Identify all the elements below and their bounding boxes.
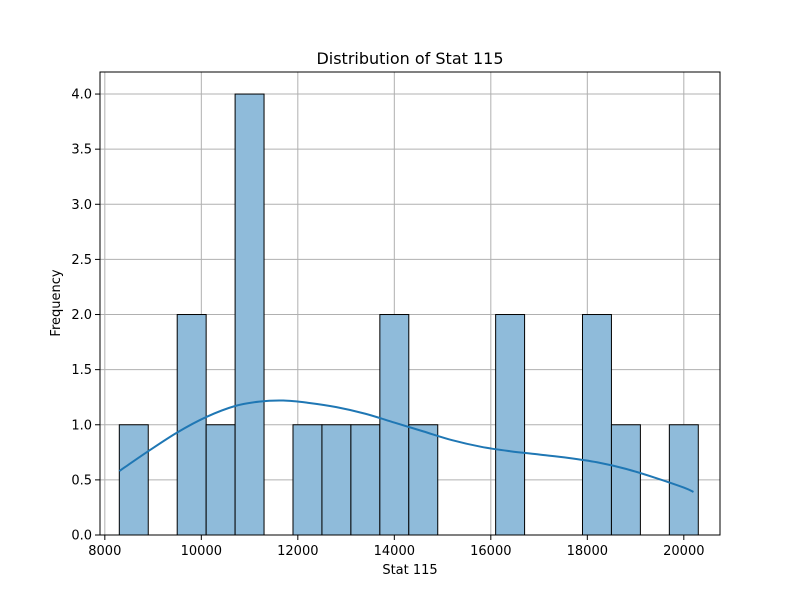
ticks-layer: 8000 10000 12000 14000 16000 18000 20000 0.0 0.5… bbox=[71, 88, 704, 559]
x-tick-label: 10000 bbox=[181, 544, 222, 559]
x-tick-label: 16000 bbox=[470, 544, 511, 559]
histogram-bar bbox=[321, 424, 352, 536]
x-tick-label: 8000 bbox=[88, 544, 121, 559]
histogram-bar bbox=[581, 314, 612, 536]
y-tick-label: 2.5 bbox=[71, 253, 92, 268]
histogram-bar bbox=[610, 424, 641, 536]
y-tick-label: 2.0 bbox=[71, 308, 92, 323]
kde-line bbox=[118, 399, 694, 493]
plot-frame bbox=[99, 71, 721, 536]
y-tick-label: 0.5 bbox=[71, 473, 92, 488]
y-tick-label: 0.0 bbox=[71, 529, 92, 544]
x-tick-label: 12000 bbox=[277, 544, 318, 559]
histogram-bar bbox=[350, 424, 381, 536]
y-tick-label: 3.5 bbox=[71, 143, 92, 158]
x-tick-label: 18000 bbox=[567, 544, 608, 559]
histogram-bar bbox=[408, 424, 439, 536]
histogram-bar bbox=[118, 424, 149, 536]
x-tick-label: 20000 bbox=[663, 544, 704, 559]
histogram-bar bbox=[495, 314, 526, 536]
histogram-bar bbox=[292, 424, 323, 536]
bars-layer bbox=[118, 93, 699, 536]
y-tick-label: 4.0 bbox=[71, 88, 92, 103]
y-tick-label: 1.0 bbox=[71, 418, 92, 433]
kde-layer bbox=[118, 399, 694, 493]
y-tick-label: 3.0 bbox=[71, 198, 92, 213]
y-tick-label: 1.5 bbox=[71, 363, 92, 378]
histogram-bar bbox=[234, 93, 265, 536]
x-tick-label: 14000 bbox=[374, 544, 415, 559]
histogram-bar bbox=[668, 424, 699, 536]
chart-title: Distribution of Stat 115 bbox=[316, 49, 503, 68]
x-axis-title: Stat 115 bbox=[382, 563, 437, 578]
histogram-bar bbox=[205, 424, 236, 536]
y-axis-title: Frequency bbox=[49, 269, 64, 336]
